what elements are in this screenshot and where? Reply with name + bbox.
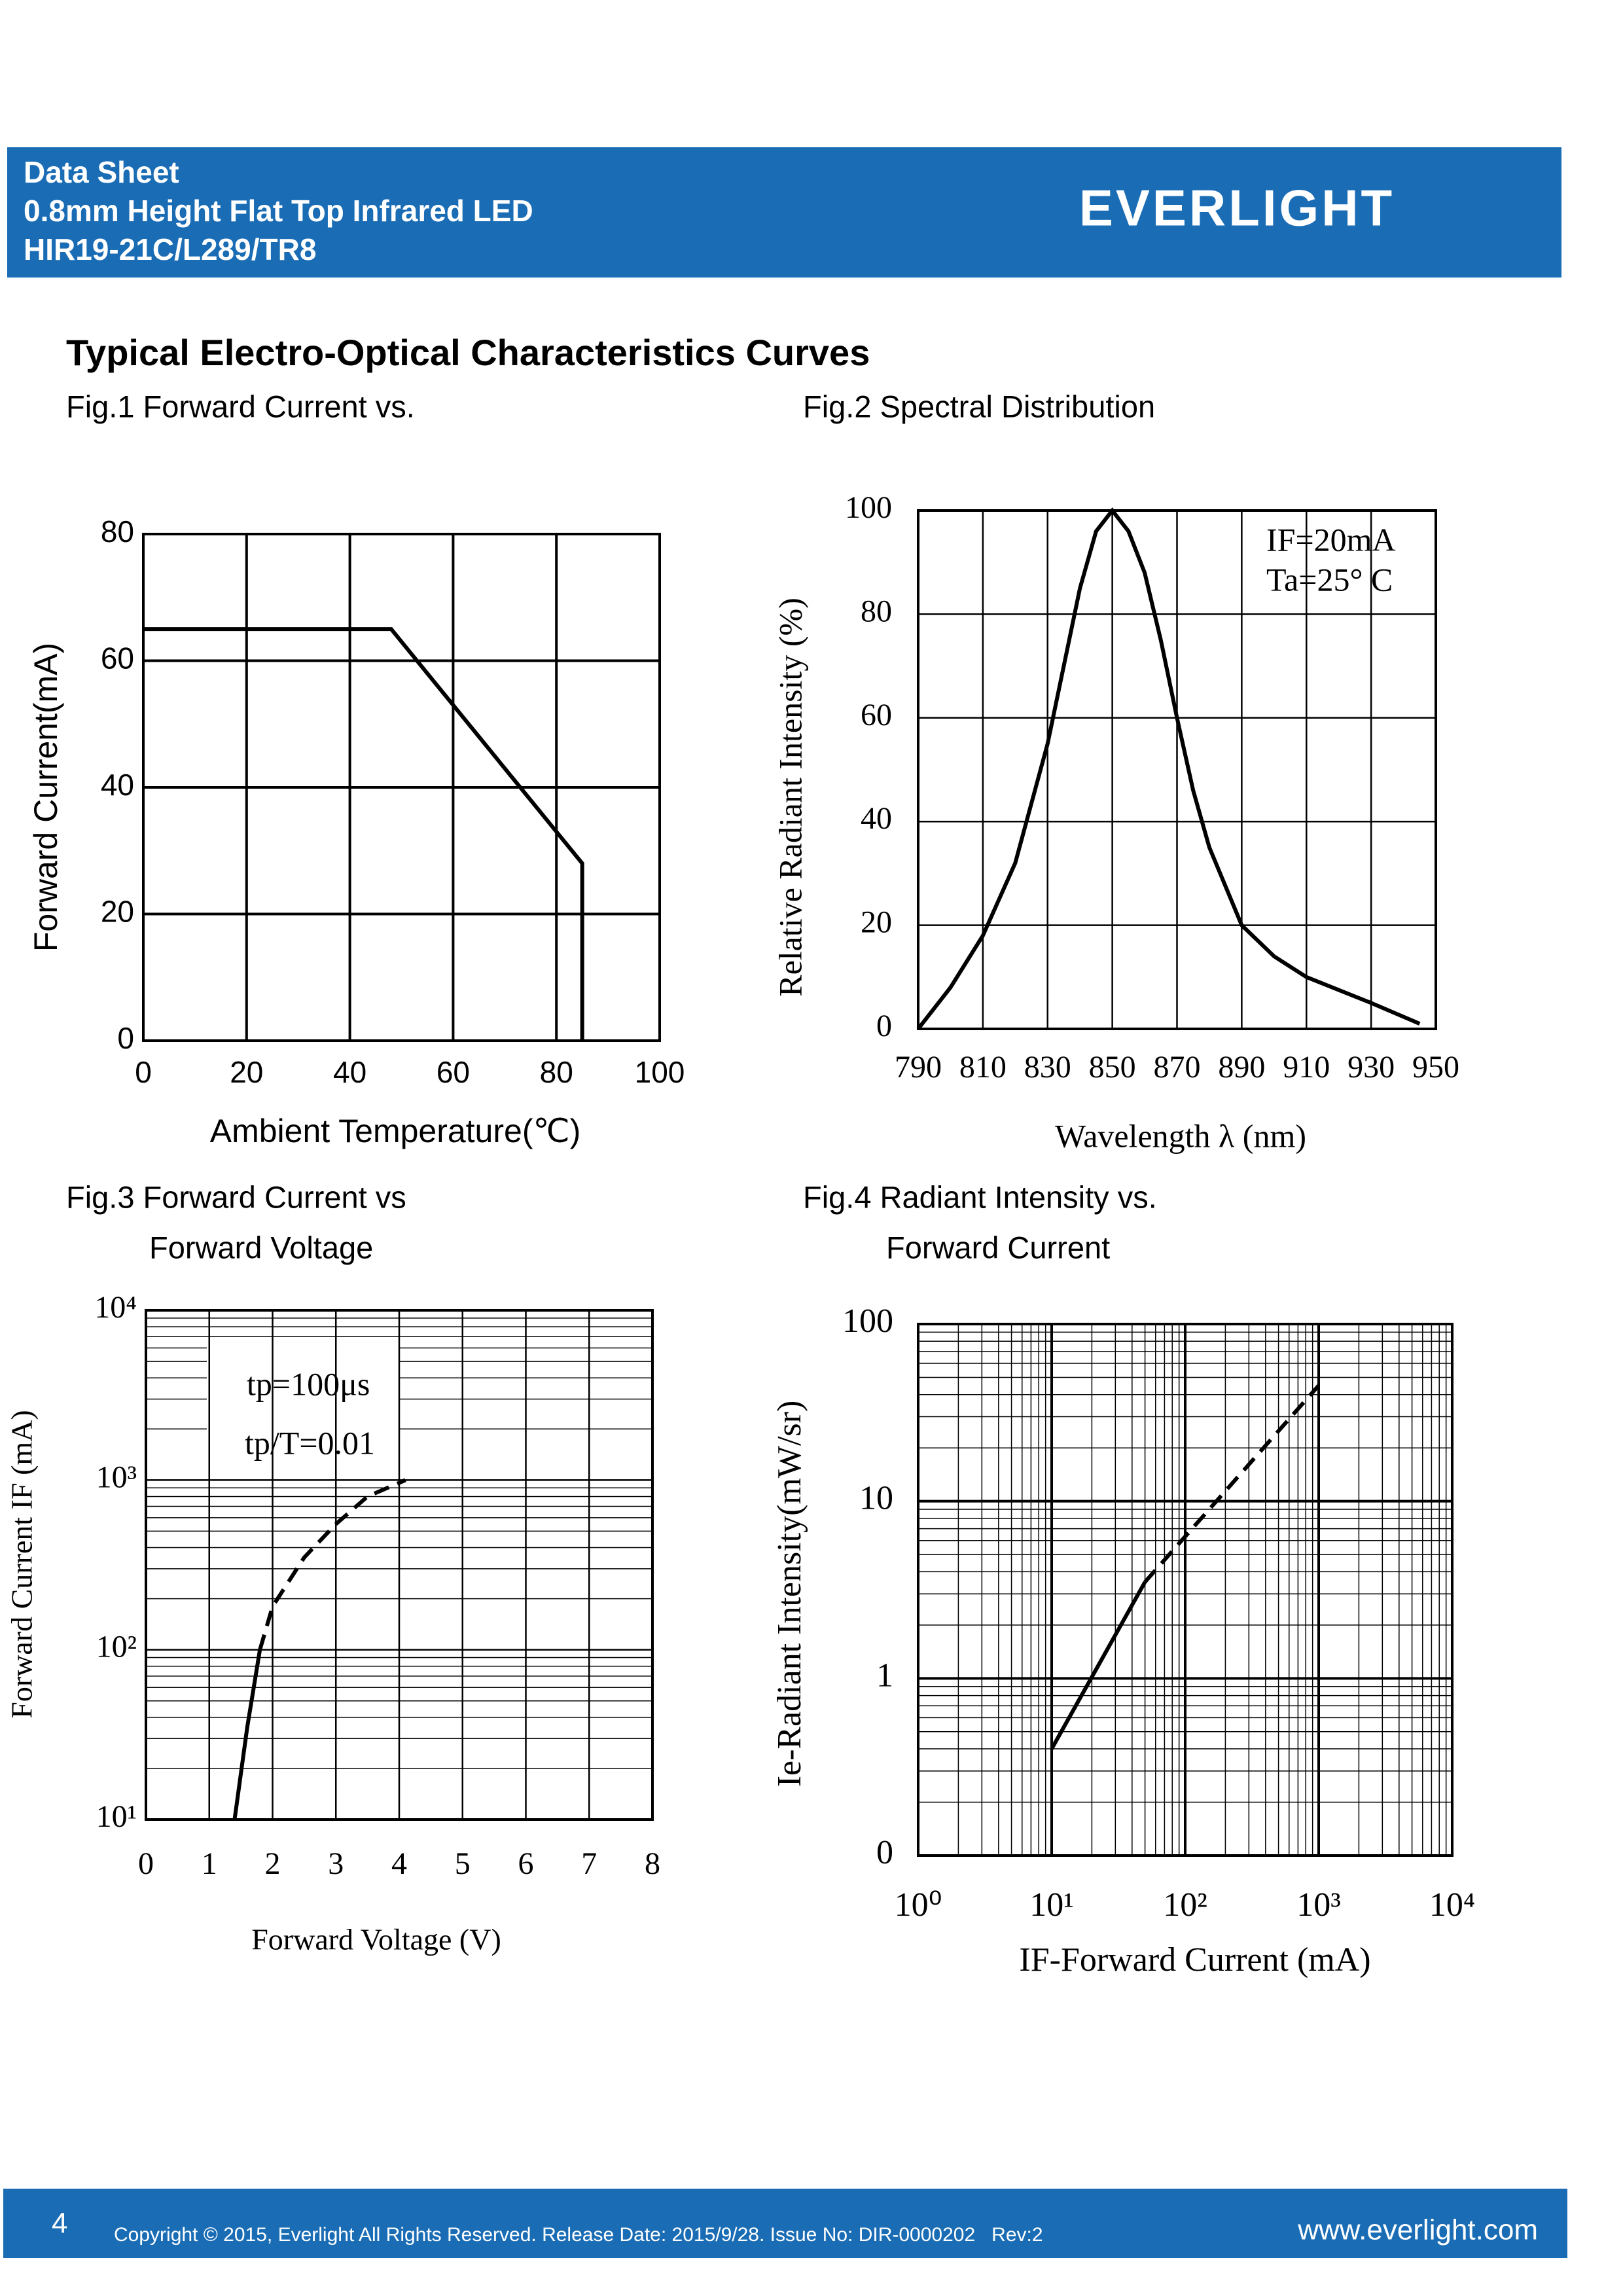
data-line [1050,1581,1147,1750]
y-tick-label: 0 [117,1021,134,1055]
plot-frame [917,509,1437,1030]
x-tick-label: 870 [1154,1050,1201,1085]
website: www.everlight.com [1297,2214,1538,2246]
figure-title: Fig.3 Forward Current vs [66,1179,406,1214]
y-tick-label: 100 [845,490,892,525]
y-tick-label: 60 [101,641,134,675]
y-tick-label: 0 [876,1834,893,1871]
section-title: Typical Electro-Optical Characteristics … [66,332,870,373]
y-tick-label: 10² [96,1630,137,1664]
data-line [916,507,1421,1030]
annotation-box [207,1343,399,1476]
figure-title: Fig.4 Radiant Intensity vs. [803,1179,1157,1214]
x-axis-label: Ambient Temperature(℃) [210,1113,581,1149]
x-axis-label: IF-Forward Current (mA) [1019,1941,1370,1979]
x-tick-label: 930 [1347,1050,1395,1085]
x-tick-label: 8 [645,1846,660,1881]
x-tick-label: 10¹ [1029,1886,1074,1924]
x-tick-label: 7 [581,1846,597,1881]
x-tick-label: 810 [959,1050,1007,1085]
y-tick-label: 10¹ [96,1799,137,1834]
y-tick-label: 1 [876,1657,893,1694]
x-tick-label: 60 [437,1055,470,1089]
copyright: Copyright © 2015, Everlight All Rights R… [114,2224,1043,2246]
y-tick-label: 80 [861,594,892,628]
plot-frame [145,1309,654,1821]
y-axis-label: Forward Current IF (mA) [5,1410,39,1718]
y-axis-label: Forward Current(mA) [27,643,64,952]
x-axis-label: Wavelength λ (nm) [1055,1117,1306,1154]
logo: EVERLIGHT [1079,179,1395,237]
x-tick-label: 4 [391,1846,407,1881]
y-axis-label: Relative Radiant Intensity (%) [772,598,808,997]
x-tick-label: 10⁰ [895,1886,942,1924]
x-tick-label: 890 [1218,1050,1265,1085]
data-line [258,1478,406,1651]
x-tick-label: 6 [518,1846,534,1881]
header-line: Data Sheet [24,155,179,189]
data-line [143,627,584,1041]
annotation: Ta=25° C [1266,561,1393,598]
x-tick-label: 0 [135,1055,152,1089]
y-tick-label: 10⁴ [94,1290,137,1325]
x-tick-label: 850 [1089,1050,1136,1085]
annotation: IF=20mA [1266,521,1396,558]
x-tick-label: 10² [1163,1886,1207,1924]
annotation: tp/T=0.01 [245,1424,375,1461]
x-tick-label: 950 [1412,1050,1459,1085]
x-tick-label: 790 [895,1050,942,1085]
x-tick-label: 100 [635,1055,685,1089]
y-tick-label: 20 [861,905,892,940]
x-tick-label: 0 [138,1846,154,1881]
x-tick-label: 20 [230,1055,263,1089]
figure-title: Fig.1 Forward Current vs. [66,389,415,423]
footer-bar [3,2189,1567,2258]
x-tick-label: 80 [540,1055,573,1089]
figure-title: Forward Voltage [149,1230,373,1265]
figure-title: Fig.2 Spectral Distribution [803,389,1155,423]
x-tick-label: 910 [1283,1050,1330,1085]
x-tick-label: 3 [328,1846,344,1881]
plot-frame [917,1323,1454,1857]
plot-frame [142,533,661,1042]
x-tick-label: 830 [1024,1050,1071,1085]
y-tick-label: 10 [859,1480,893,1517]
y-tick-label: 40 [861,801,892,836]
header-line: 0.8mm Height Flat Top Infrared LED [24,194,533,228]
x-tick-label: 10⁴ [1429,1886,1475,1924]
y-tick-label: 80 [101,514,134,548]
x-tick-label: 10³ [1296,1886,1341,1924]
y-tick-label: 40 [101,768,134,802]
figure-title: Forward Current [886,1230,1110,1265]
data-line [1143,1384,1321,1584]
annotation: tp=100μs [247,1365,370,1402]
y-tick-label: 20 [101,895,134,929]
data-line [232,1649,262,1820]
header-bar [7,147,1561,278]
y-axis-label: Ie-Radiant Intensity(mW/sr) [771,1401,808,1787]
y-tick-label: 100 [842,1302,893,1340]
x-tick-label: 5 [455,1846,471,1881]
page-number: 4 [52,2208,67,2240]
y-tick-label: 10³ [96,1460,137,1494]
y-tick-label: 0 [876,1009,892,1043]
x-tick-label: 40 [333,1055,366,1089]
x-axis-label: Forward Voltage (V) [251,1923,501,1956]
x-tick-label: 1 [202,1846,217,1881]
x-tick-label: 2 [265,1846,281,1881]
header-line: HIR19-21C/L289/TR8 [24,232,316,266]
y-tick-label: 60 [861,698,892,732]
